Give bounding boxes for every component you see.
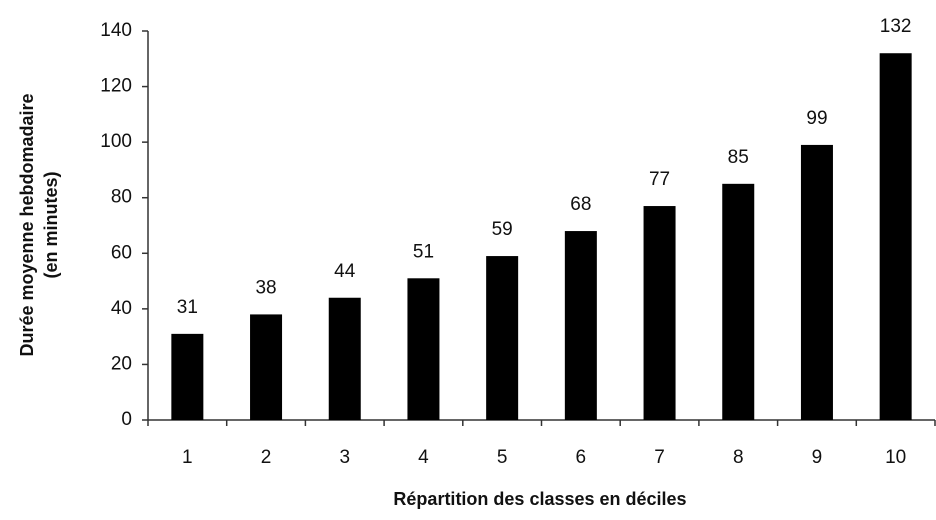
- data-label: 44: [334, 261, 356, 282]
- x-axis-title: Répartition des classes en déciles: [393, 489, 686, 509]
- x-tick-label: 4: [418, 447, 429, 468]
- x-tick-label: 10: [885, 447, 906, 468]
- x-tick-label: 5: [497, 447, 508, 468]
- data-label: 77: [649, 169, 670, 190]
- bar: [879, 53, 912, 420]
- bar: [171, 333, 204, 420]
- x-tick-label: 2: [261, 447, 272, 468]
- data-label: 68: [570, 194, 591, 215]
- bar: [328, 297, 361, 420]
- bar: [250, 314, 283, 420]
- y-tick-label: 140: [100, 20, 132, 41]
- y-tick-label: 80: [111, 187, 132, 208]
- y-axis-title: (en minutes): [41, 171, 61, 278]
- y-tick-label: 0: [121, 409, 132, 430]
- x-tick-label: 1: [182, 447, 193, 468]
- data-label: 31: [177, 297, 198, 318]
- x-tick-label: 3: [339, 447, 350, 468]
- bar: [407, 278, 440, 420]
- y-tick-label: 60: [111, 242, 132, 263]
- x-tick-label: 7: [654, 447, 665, 468]
- y-tick-label: 120: [100, 76, 132, 97]
- data-label: 38: [255, 277, 276, 298]
- bar: [800, 144, 833, 420]
- data-label: 85: [728, 147, 749, 168]
- bar: [722, 183, 755, 420]
- y-axis-title: Durée moyenne hebdomadaire: [17, 93, 37, 356]
- x-tick-label: 8: [733, 447, 744, 468]
- y-tick-label: 100: [100, 131, 132, 152]
- y-tick-label: 20: [111, 353, 132, 374]
- x-tick-label: 9: [812, 447, 823, 468]
- data-label: 132: [880, 16, 912, 37]
- y-tick-label: 40: [111, 298, 132, 319]
- bar: [564, 231, 597, 420]
- data-label: 51: [413, 241, 434, 262]
- data-label: 59: [492, 219, 513, 240]
- data-label: 99: [806, 108, 827, 129]
- bar: [643, 206, 676, 420]
- bar: [486, 256, 519, 420]
- x-tick-label: 6: [576, 447, 587, 468]
